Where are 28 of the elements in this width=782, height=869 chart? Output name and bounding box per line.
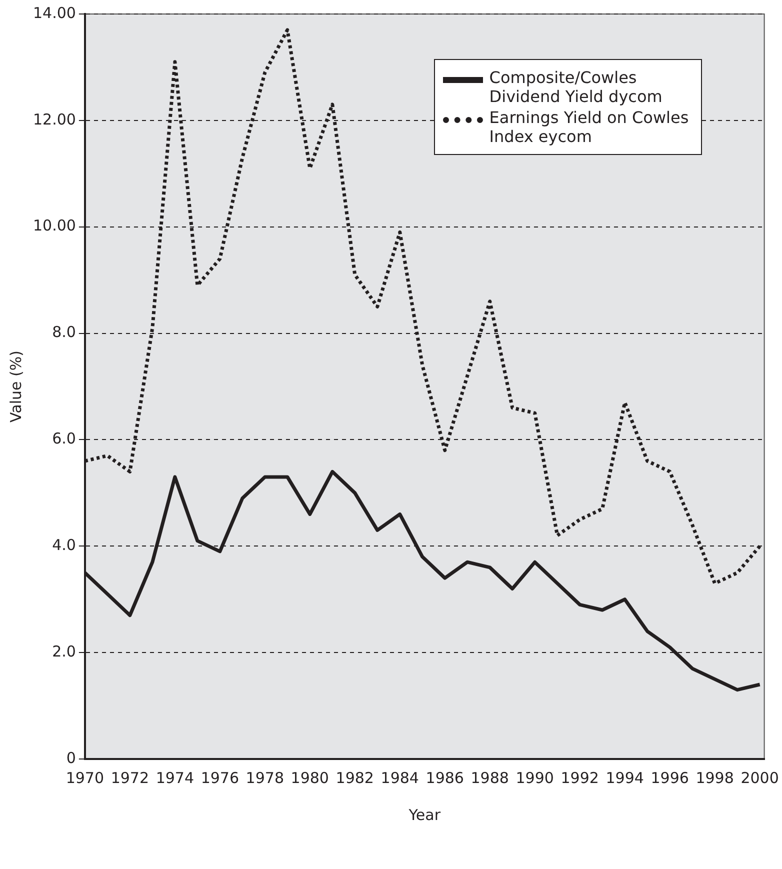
legend-label: Earnings Yield on Cowles Index eycom bbox=[489, 108, 690, 146]
y-tick-label: 2.0 bbox=[52, 642, 76, 660]
x-tick-label: 1970 bbox=[66, 768, 104, 787]
x-tick-label: 1986 bbox=[426, 768, 464, 787]
x-tick-label: 1994 bbox=[606, 768, 644, 787]
x-tick-label: 1974 bbox=[156, 768, 194, 787]
x-tick-label: 1978 bbox=[246, 768, 284, 787]
x-tick-label: 1984 bbox=[380, 768, 419, 787]
x-tick-label: 2000 bbox=[740, 768, 779, 787]
x-axis-title: Year bbox=[408, 806, 442, 824]
legend-label: Composite/Cowles Dividend Yield dycom bbox=[489, 68, 664, 106]
x-tick-label: 1992 bbox=[560, 768, 599, 787]
x-tick-label: 1988 bbox=[470, 768, 509, 787]
y-tick-label: 12.00 bbox=[32, 110, 76, 128]
y-tick-label: 6.0 bbox=[52, 430, 76, 448]
y-tick-label: 10.00 bbox=[32, 216, 76, 235]
y-tick-label: 0 bbox=[66, 748, 76, 767]
y-tick-label: 8.0 bbox=[52, 323, 76, 342]
x-tick-label: 1976 bbox=[200, 768, 240, 787]
x-tick-label: 1996 bbox=[650, 768, 689, 787]
x-tick-label: 1972 bbox=[110, 768, 150, 787]
y-tick-label: 4.0 bbox=[52, 536, 76, 554]
y-axis-title: Value (%) bbox=[6, 350, 25, 422]
y-tick-label: 14.00 bbox=[32, 4, 76, 22]
x-tick-label: 1990 bbox=[516, 768, 554, 787]
x-tick-label: 1982 bbox=[336, 768, 374, 787]
x-tick-label: 1980 bbox=[290, 768, 329, 787]
x-tick-label: 1998 bbox=[696, 768, 734, 787]
